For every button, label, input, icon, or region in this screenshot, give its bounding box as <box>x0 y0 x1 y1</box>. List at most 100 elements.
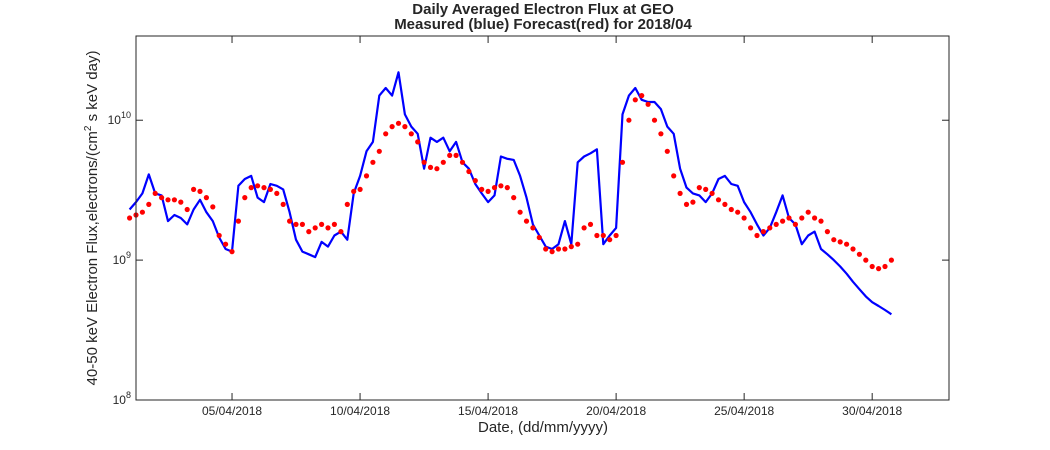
forecast-point <box>267 186 273 192</box>
forecast-point <box>242 195 248 201</box>
forecast-point <box>562 246 568 252</box>
forecast-point <box>389 124 395 130</box>
forecast-point <box>626 117 632 123</box>
forecast-point <box>306 229 312 235</box>
forecast-point <box>370 159 376 165</box>
forecast-point <box>325 225 331 231</box>
forecast-point <box>216 232 222 239</box>
forecast-point <box>844 241 850 247</box>
forecast-point <box>805 209 811 215</box>
forecast-point <box>632 97 638 103</box>
forecast-point <box>575 241 581 247</box>
forecast-point <box>274 190 280 196</box>
forecast-point <box>728 206 734 213</box>
forecast-point <box>863 257 869 263</box>
forecast-point <box>472 178 478 184</box>
forecast-point <box>152 190 158 196</box>
y-axis-label-main: 40-50 keV Electron Flux,electrons/(cm <box>84 131 101 385</box>
forecast-point <box>607 237 613 243</box>
chart-subtitle: Measured (blue) Forecast(red) for 2018/0… <box>394 16 692 33</box>
x-tick-label: 15/04/2018 <box>458 404 518 418</box>
forecast-point <box>191 186 197 192</box>
forecast-point <box>645 101 651 107</box>
forecast-point <box>651 117 658 123</box>
forecast-point <box>517 209 523 215</box>
forecast-point <box>287 218 293 224</box>
forecast-point <box>869 263 875 270</box>
forecast-point <box>677 190 683 196</box>
y-tick-label: 108 <box>113 390 131 407</box>
forecast-point <box>210 204 216 210</box>
forecast-point <box>248 185 254 191</box>
forecast-point <box>523 218 530 224</box>
forecast-point <box>447 152 453 158</box>
y-axis-label: 40-50 keV Electron Flux,electrons/(cm2 s… <box>83 51 101 386</box>
forecast-point <box>504 185 510 191</box>
forecast-point <box>479 186 485 192</box>
x-tick-label: 10/04/2018 <box>330 404 390 418</box>
forecast-point <box>664 148 670 154</box>
forecast-point <box>415 139 421 145</box>
forecast-point <box>780 218 786 224</box>
plot-series <box>127 71 895 316</box>
forecast-point <box>792 221 799 227</box>
forecast-point <box>434 166 440 172</box>
forecast-point <box>197 188 203 194</box>
plot-frame <box>135 35 950 401</box>
forecast-point <box>735 209 741 215</box>
forecast-point <box>127 215 133 221</box>
forecast-point <box>453 152 459 158</box>
forecast-point <box>581 225 587 231</box>
forecast-point <box>511 195 517 201</box>
forecast-point <box>344 201 350 207</box>
forecast-point <box>440 159 446 165</box>
forecast-point <box>856 251 863 257</box>
measured-series-line <box>128 71 893 316</box>
forecast-point <box>536 234 542 241</box>
forecast-point <box>530 225 536 231</box>
forecast-point <box>587 221 594 227</box>
forecast-point <box>139 209 145 215</box>
forecast-point <box>837 239 843 245</box>
forecast-point <box>159 195 165 201</box>
forecast-point <box>408 131 414 137</box>
forecast-point <box>760 229 767 235</box>
forecast-point <box>498 183 504 189</box>
forecast-point <box>568 244 574 250</box>
x-tick-label: 25/04/2018 <box>714 404 774 418</box>
forecast-point <box>383 131 389 137</box>
x-axis-label: Date, (dd/mm/yyyy) <box>478 419 608 436</box>
forecast-point <box>293 221 299 227</box>
forecast-point <box>754 232 760 239</box>
forecast-point <box>363 173 370 179</box>
forecast-point <box>715 197 722 203</box>
forecast-point <box>331 221 337 227</box>
forecast-point <box>312 225 318 231</box>
forecast-point <box>658 131 664 137</box>
x-axis-ticks: 05/04/2018 10/04/2018 15/04/2018 20/04/2018… <box>202 36 903 418</box>
forecast-point <box>146 201 152 207</box>
forecast-point <box>888 257 895 263</box>
forecast-point <box>485 188 491 194</box>
forecast-point <box>395 120 402 126</box>
forecast-point <box>255 183 261 189</box>
forecast-point <box>299 221 305 227</box>
forecast-point <box>178 199 184 205</box>
forecast-point <box>319 221 325 227</box>
forecast-point <box>600 232 606 239</box>
forecast-point <box>703 186 709 192</box>
x-tick-label: 30/04/2018 <box>842 404 902 418</box>
x-tick-label: 20/04/2018 <box>586 404 646 418</box>
forecast-point <box>722 201 728 207</box>
forecast-point <box>613 232 619 239</box>
forecast-point <box>876 266 882 272</box>
forecast-point <box>799 215 805 221</box>
forecast-point <box>466 168 472 175</box>
y-tick-label: 1010 <box>108 110 131 127</box>
forecast-point <box>421 159 427 165</box>
forecast-point <box>773 221 779 227</box>
forecast-point <box>639 93 645 99</box>
y-tick-label: 109 <box>113 250 131 267</box>
forecast-point <box>351 188 357 194</box>
forecast-point <box>690 199 696 205</box>
